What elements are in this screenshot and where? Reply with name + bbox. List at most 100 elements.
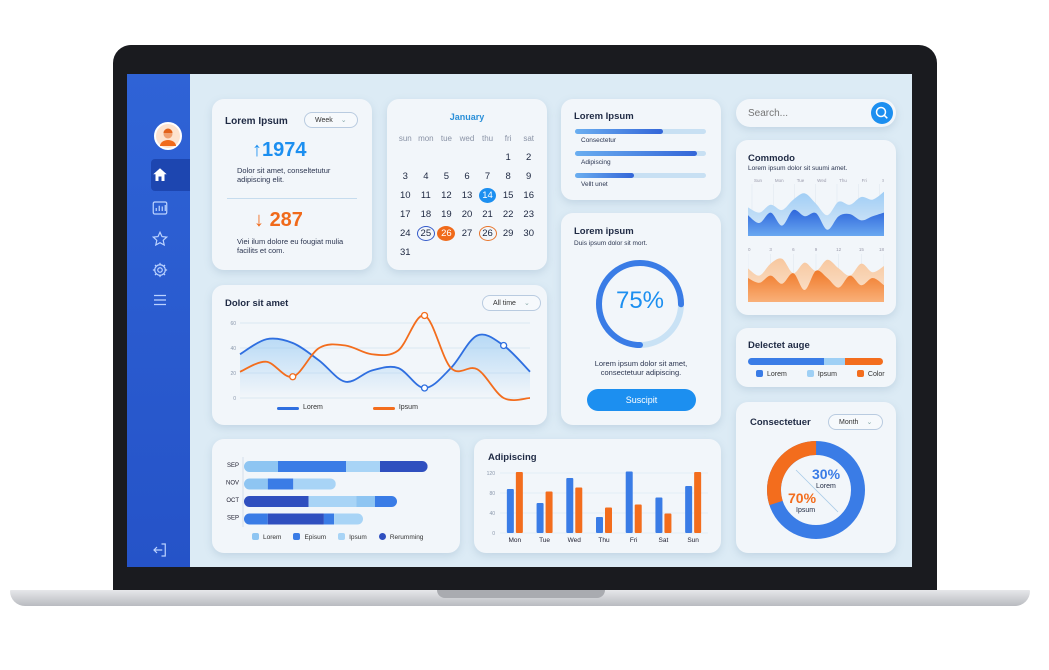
bar-sun <box>694 472 702 533</box>
calendar-day[interactable]: 31 <box>395 245 416 260</box>
calendar-day[interactable]: 27 <box>457 226 478 241</box>
delectet-card: Delectet auge Lorem Ipsum Color <box>736 328 896 387</box>
data-point-marker <box>420 384 429 392</box>
calendar-day[interactable]: 3 <box>395 169 416 184</box>
segment-color <box>845 358 883 365</box>
bottom-tick: 9 <box>815 247 818 252</box>
bar-segment-episum <box>278 461 346 472</box>
bar-wed <box>575 487 583 533</box>
donut-title: Consectetuer <box>750 417 811 428</box>
calendar-day[interactable]: 23 <box>518 207 539 222</box>
calendar-day[interactable]: 9 <box>518 169 539 184</box>
x-tick-label: Mon <box>509 537 522 544</box>
calendar-day[interactable]: 25 <box>416 226 437 241</box>
search-input[interactable] <box>748 104 863 122</box>
calendar-day[interactable]: 29 <box>498 226 519 241</box>
suscipit-button[interactable]: Suscipit <box>587 389 696 411</box>
calendar-day[interactable]: 1 <box>498 150 519 165</box>
sidebar-item-favorites[interactable] <box>151 230 169 248</box>
legend-item: Color <box>856 370 885 378</box>
day-number: 12 <box>441 190 452 201</box>
calendar-day[interactable]: 22 <box>498 207 519 222</box>
bar-segment-lorem <box>356 496 375 507</box>
calendar-day[interactable]: 24 <box>395 226 416 241</box>
legend-label: Ipsum <box>398 404 418 411</box>
day-number: 26 <box>437 226 456 241</box>
calendar-card: January sun mon tue wed thu fri sat 1 2 3 4 5 6 7 8 9 10… <box>387 99 547 270</box>
arrow-down-icon: ↓ <box>254 209 264 231</box>
data-point-marker <box>499 341 508 350</box>
calendar-day[interactable]: 4 <box>416 169 437 184</box>
period-dropdown[interactable]: Week ⌄ <box>304 112 358 128</box>
x-tick-label: Tue <box>539 537 550 544</box>
time-range-dropdown[interactable]: All time ⌄ <box>482 295 541 311</box>
up-description: Dolor sit amet, conseltetutur adipiscing… <box>237 166 331 184</box>
month-value: Month <box>839 419 859 426</box>
sidebar-item-menu[interactable] <box>151 291 169 309</box>
bar-chart-card: Adipiscing 0 40 80 120 Mon Tue Wed Thu Fri Sat Sun <box>474 439 721 553</box>
bar-wed <box>566 478 574 533</box>
bar-segment-rerumming <box>380 461 428 472</box>
donut-b-value: 70% <box>788 490 817 506</box>
calendar-day[interactable]: 12 <box>436 188 457 203</box>
stats-title: Lorem Ipsum <box>225 116 288 127</box>
progress-fill <box>575 173 634 178</box>
down-value: 287 <box>269 209 303 231</box>
x-tick-label: Sat <box>659 537 669 544</box>
calendar-day[interactable]: 19 <box>436 207 457 222</box>
calendar-day[interactable]: 16 <box>518 188 539 203</box>
day-number: 29 <box>502 228 514 239</box>
sidebar-item-settings[interactable] <box>151 261 169 279</box>
logout-button[interactable] <box>151 541 169 559</box>
hbar-legend: Lorem Episum Ipsum Rerumming <box>252 533 423 541</box>
line-chart-title: Dolor sit amet <box>225 298 289 309</box>
legend-label: Ipsum <box>817 371 837 378</box>
calendar-day[interactable]: 18 <box>416 207 437 222</box>
bar-segment-episum <box>267 478 294 490</box>
calendar-day[interactable]: 14 <box>477 188 498 203</box>
gauge-subtitle: Duis ipsum dolor sit mort. <box>574 240 648 247</box>
calendar-day[interactable]: 20 <box>457 207 478 222</box>
search-icon <box>875 106 888 119</box>
day-number: 2 <box>526 152 532 163</box>
calendar-day[interactable]: 6 <box>457 169 478 184</box>
down-description: Viei ilum dolore eu fougiat mulia facili… <box>237 237 344 255</box>
y-tick-label: 40 <box>489 511 495 517</box>
calendar-day[interactable]: 8 <box>498 169 519 184</box>
bar-mon <box>506 489 514 533</box>
top-tick: Sun <box>754 178 763 183</box>
calendar-day[interactable]: 5 <box>436 169 457 184</box>
calendar-day[interactable]: 26 <box>436 226 457 241</box>
calendar-day[interactable]: 13 <box>457 188 478 203</box>
line-chart: 0 20 40 60 <box>230 311 531 402</box>
legend-ipsum: Ipsum <box>372 404 418 411</box>
sidebar-item-analytics[interactable] <box>151 199 169 217</box>
category-label: SEP <box>227 463 239 469</box>
calendar-day[interactable]: 21 <box>477 207 498 222</box>
day-number: 13 <box>461 190 473 201</box>
chevron-down-icon: ⌄ <box>866 419 873 426</box>
search-button[interactable] <box>871 102 893 124</box>
day-number: 10 <box>399 190 411 201</box>
bar-segment-rerumming <box>244 496 309 507</box>
bar-row <box>244 496 397 507</box>
chart-icon <box>151 201 169 221</box>
calendar-day[interactable]: 15 <box>498 188 519 203</box>
calendar-day[interactable]: 26 <box>477 226 498 241</box>
bar-segment-ipsum <box>293 478 336 490</box>
sidebar-item-home[interactable] <box>151 166 169 184</box>
calendar-day[interactable]: 2 <box>518 150 539 165</box>
calendar-day[interactable]: 30 <box>518 226 539 241</box>
bar-segment-episum <box>244 513 268 525</box>
series-line-lorem <box>239 333 531 389</box>
line-legend: Lorem Ipsum <box>277 404 418 411</box>
calendar-day[interactable]: 17 <box>395 207 416 222</box>
legend-label: Rerumming <box>389 534 424 541</box>
calendar-day[interactable]: 10 <box>395 188 416 203</box>
day-number: 30 <box>523 228 534 239</box>
calendar-day[interactable]: 11 <box>416 188 437 203</box>
month-dropdown[interactable]: Month ⌄ <box>828 414 884 430</box>
donut-slice-orange <box>767 441 865 539</box>
calendar-day[interactable]: 7 <box>477 169 498 184</box>
avatar[interactable] <box>154 122 182 150</box>
